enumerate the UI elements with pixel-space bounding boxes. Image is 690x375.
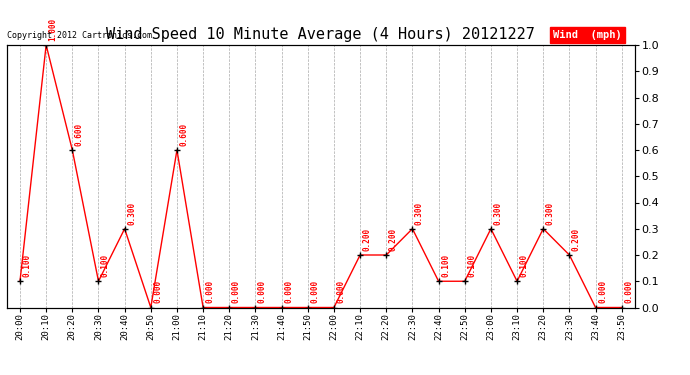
Text: 0.100: 0.100 <box>467 254 476 277</box>
Text: 0.000: 0.000 <box>598 280 607 303</box>
Text: 0.000: 0.000 <box>258 280 267 303</box>
Text: 0.000: 0.000 <box>232 280 241 303</box>
Text: 0.300: 0.300 <box>127 201 136 225</box>
Text: 0.600: 0.600 <box>75 123 83 146</box>
Text: 0.200: 0.200 <box>362 228 371 251</box>
Text: 0.200: 0.200 <box>572 228 581 251</box>
Text: 0.300: 0.300 <box>546 201 555 225</box>
Text: 0.000: 0.000 <box>206 280 215 303</box>
Text: 0.100: 0.100 <box>520 254 529 277</box>
Text: 0.300: 0.300 <box>493 201 502 225</box>
Text: 0.000: 0.000 <box>337 280 346 303</box>
Text: 0.100: 0.100 <box>23 254 32 277</box>
Text: 0.000: 0.000 <box>310 280 319 303</box>
Text: 0.100: 0.100 <box>101 254 110 277</box>
Text: Copyright 2012 Cartronics.com: Copyright 2012 Cartronics.com <box>7 31 152 40</box>
Text: 0.300: 0.300 <box>415 201 424 225</box>
Text: 0.000: 0.000 <box>624 280 633 303</box>
Text: 0.600: 0.600 <box>179 123 188 146</box>
Text: 0.000: 0.000 <box>153 280 162 303</box>
Text: 1.000: 1.000 <box>48 18 57 41</box>
Text: 0.200: 0.200 <box>388 228 397 251</box>
Title: Wind Speed 10 Minute Average (4 Hours) 20121227: Wind Speed 10 Minute Average (4 Hours) 2… <box>106 27 535 42</box>
Text: 0.100: 0.100 <box>441 254 450 277</box>
Text: 0.000: 0.000 <box>284 280 293 303</box>
Text: Wind  (mph): Wind (mph) <box>553 30 622 40</box>
